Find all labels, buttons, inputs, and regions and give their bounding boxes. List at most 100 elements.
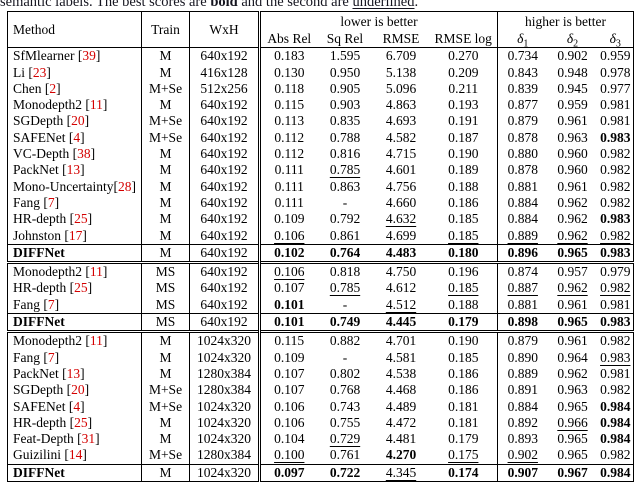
value-cell: - bbox=[342, 349, 348, 365]
delta1-column-header: δ1 bbox=[517, 31, 529, 48]
delta2-column-header: δ2 bbox=[566, 31, 579, 48]
train-cell: M bbox=[141, 64, 190, 81]
train-cell: M bbox=[141, 178, 190, 195]
value-cell: 0.965 bbox=[557, 398, 588, 414]
value-cell: 0.106 bbox=[274, 264, 305, 280]
citation-number: 11 bbox=[89, 97, 103, 113]
value-cell: 0.903 bbox=[329, 97, 361, 113]
value-cell: 0.890 bbox=[507, 349, 538, 365]
value-cell: 0.179 bbox=[429, 313, 498, 332]
value-cell: 0.957 bbox=[557, 264, 588, 280]
wxh-cell: 1024x320 bbox=[189, 398, 261, 415]
value-cell: 0.130 bbox=[274, 64, 305, 80]
method-cell: PackNet [13] bbox=[7, 365, 142, 383]
value-cell: 0.785 bbox=[329, 280, 361, 296]
wxh-cell: 640x192 bbox=[189, 47, 261, 65]
train-cell: M+Se bbox=[141, 447, 190, 465]
value-cell: 0.983 bbox=[600, 129, 631, 145]
value-cell: 0.880 bbox=[507, 146, 538, 162]
method-cell: PackNet [13] bbox=[7, 162, 142, 179]
rmse-column-header: RMSE bbox=[382, 31, 420, 46]
train-cell: M+Se bbox=[141, 129, 190, 147]
method-name: Li bbox=[13, 64, 25, 80]
value-cell: 0.879 bbox=[507, 113, 538, 129]
value-cell: 4.472 bbox=[385, 414, 417, 430]
citation-number: 4 bbox=[73, 129, 81, 145]
train-cell: M bbox=[141, 414, 190, 432]
value-cell: 0.186 bbox=[429, 194, 498, 212]
wxh-cell: 1280x384 bbox=[189, 365, 261, 383]
value-cell: 0.185 bbox=[429, 280, 498, 297]
value-cell: 4.483 bbox=[385, 244, 417, 260]
value-cell: 0.874 bbox=[507, 264, 538, 280]
wxh-cell: 640x192 bbox=[189, 227, 261, 245]
value-cell: 0.981 bbox=[600, 296, 631, 312]
citation-number: 4 bbox=[73, 398, 81, 414]
train-cell: M+Se bbox=[141, 80, 190, 98]
method-name: Fang bbox=[13, 296, 40, 312]
table-row: VC-Depth [38] M 640x192 0.112 0.816 4.715 0.19… bbox=[7, 146, 634, 163]
method-cell: VC-Depth [38] bbox=[7, 146, 142, 163]
value-cell: 0.761 bbox=[329, 447, 361, 463]
value-cell: 0.962 bbox=[557, 211, 588, 227]
value-cell: 0.104 bbox=[274, 431, 305, 447]
citation-number: 2 bbox=[49, 80, 57, 96]
table-row: Feat-Depth [31] M 1024x320 0.104 0.729 4.481 0… bbox=[7, 431, 634, 448]
value-cell: 0.722 bbox=[329, 464, 361, 480]
result-block-3: Monodepth2 [11] M 1024x320 0.115 0.882 4.701 0… bbox=[7, 331, 634, 482]
method-cell: Monodepth2 [11] bbox=[7, 262, 142, 281]
table-row: Li [23] M 416x128 0.130 0.950 5.138 0.209 0.843… bbox=[7, 64, 634, 81]
citation-number: 14 bbox=[68, 447, 83, 463]
wxh-cell: 1024x320 bbox=[189, 331, 261, 350]
value-cell: 0.981 bbox=[600, 113, 631, 129]
wxh-cell: 640x192 bbox=[189, 113, 261, 130]
train-cell: M bbox=[141, 227, 190, 245]
value-cell: 0.878 bbox=[507, 162, 538, 178]
train-cell: M bbox=[141, 365, 190, 383]
value-cell: 0.965 bbox=[557, 447, 588, 463]
table-row: SAFENet [4] M+Se 640x192 0.112 0.788 4.582 0.1… bbox=[7, 129, 634, 147]
value-cell: 0.983 bbox=[600, 314, 631, 330]
wxh-cell: 1024x320 bbox=[189, 349, 261, 366]
value-cell: 4.693 bbox=[385, 113, 417, 129]
value-cell: 4.582 bbox=[385, 129, 417, 145]
method-cell: Li [23] bbox=[7, 64, 142, 81]
value-cell: 0.792 bbox=[329, 211, 361, 227]
table-row: Monodepth2 [11] MS 640x192 0.106 0.818 4.750 0… bbox=[7, 262, 634, 281]
value-cell: 0.982 bbox=[600, 146, 631, 162]
value-cell: 4.750 bbox=[385, 264, 417, 280]
method-name: Feat-Depth bbox=[13, 431, 74, 447]
method-cell: SAFENet [4] bbox=[7, 398, 142, 415]
train-cell: M bbox=[141, 162, 190, 179]
table-row: Monodepth2 [11] M 640x192 0.115 0.903 4.863 0.… bbox=[7, 97, 634, 114]
wxh-cell: 1280x384 bbox=[189, 447, 261, 465]
train-cell: M+Se bbox=[141, 113, 190, 130]
citation-number: 11 bbox=[89, 264, 103, 280]
value-cell: 0.764 bbox=[329, 244, 361, 260]
wxh-cell: 640x192 bbox=[189, 162, 261, 179]
value-cell: 0.768 bbox=[329, 382, 361, 398]
value-cell: 0.743 bbox=[329, 398, 361, 414]
wxh-cell: 416x128 bbox=[189, 64, 261, 81]
value-cell: 0.983 bbox=[600, 244, 631, 260]
value-cell: 0.107 bbox=[274, 382, 305, 398]
method-cell: Monodepth2 [11] bbox=[7, 331, 142, 350]
value-cell: 0.965 bbox=[557, 314, 588, 330]
method-cell: Johnston [17] bbox=[7, 227, 142, 245]
value-cell: 0.188 bbox=[429, 296, 498, 314]
value-cell: 0.898 bbox=[507, 314, 538, 330]
value-cell: 0.186 bbox=[429, 382, 498, 399]
table-row: Fang [7] MS 640x192 0.101 - 4.512 0.188 0.881 0.… bbox=[7, 296, 634, 314]
diffnet-row: DIFFNet M 1024x320 0.097 0.722 4.345 0.174 0.90… bbox=[7, 464, 634, 482]
value-cell: 0.816 bbox=[329, 146, 361, 162]
value-cell: 4.581 bbox=[385, 349, 417, 365]
wxh-cell: 1024x320 bbox=[189, 414, 261, 432]
value-cell: 0.835 bbox=[329, 113, 361, 129]
method-name: DIFFNet bbox=[13, 464, 65, 480]
method-name: Fang bbox=[13, 349, 40, 365]
value-cell: 0.884 bbox=[507, 211, 538, 227]
table-row: HR-depth [25] M 1024x320 0.106 0.755 4.472 0.1… bbox=[7, 414, 634, 432]
method-name: SAFENet bbox=[13, 129, 66, 145]
value-cell: 0.818 bbox=[329, 264, 361, 280]
method-name: Monodepth2 bbox=[13, 97, 82, 113]
